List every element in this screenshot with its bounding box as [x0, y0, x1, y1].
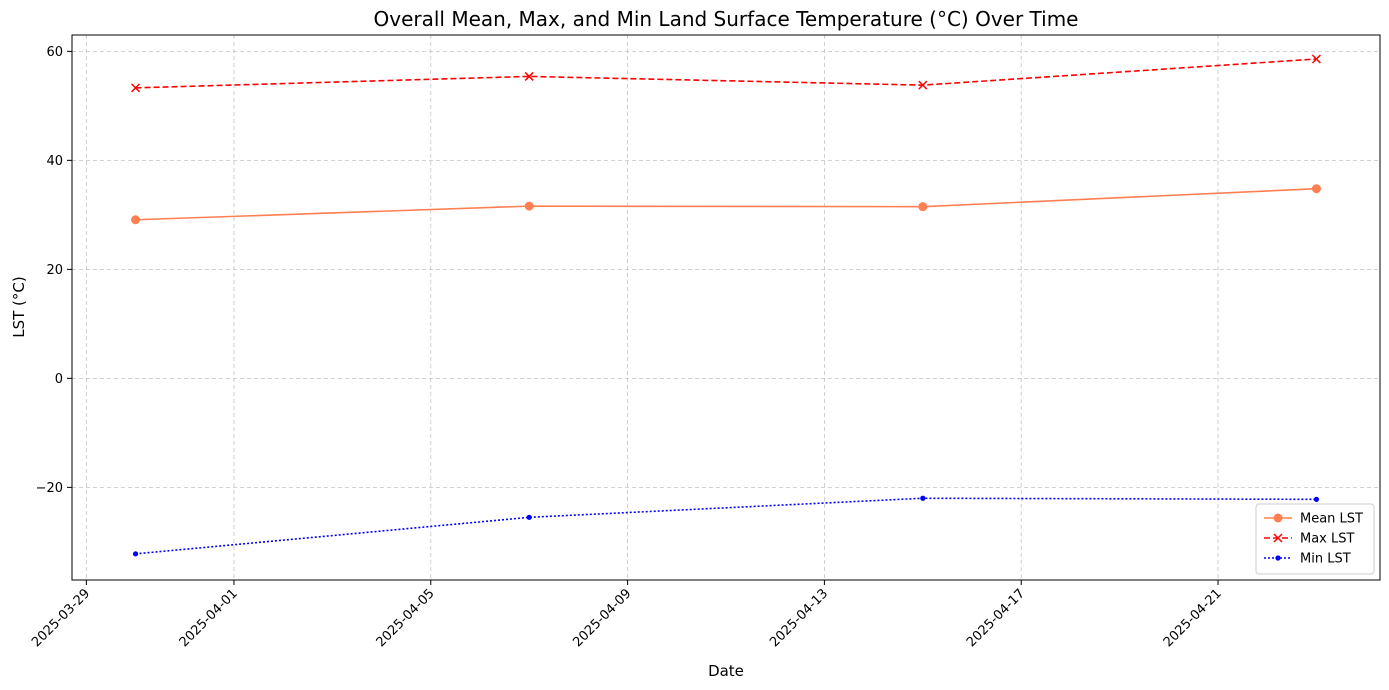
mean-lst-series	[131, 184, 1321, 225]
max-lst-point	[524, 71, 534, 81]
mean-lst-point	[131, 215, 141, 225]
legend-label: Mean LST	[1300, 512, 1363, 527]
y-tick-label: 60	[46, 45, 63, 60]
legend-swatch-marker	[1275, 555, 1281, 561]
min-lst-series	[132, 495, 1320, 557]
max-lst-point-stroke	[1311, 54, 1321, 64]
x-axis-title: Date	[708, 662, 744, 680]
legend-item-min-lst: Min LST	[1264, 552, 1351, 567]
series-layer	[131, 54, 1321, 557]
y-tick-label: 20	[46, 263, 63, 278]
legend: Mean LST Max LST Min LST	[1255, 503, 1375, 575]
max-lst-point-stroke	[918, 80, 928, 90]
y-tick-label: −20	[36, 481, 63, 496]
plot-frame	[71, 34, 1381, 581]
y-axis-title: LST (°C)	[10, 276, 28, 338]
mean-lst-line	[135, 187, 1317, 221]
legend-label: Max LST	[1300, 532, 1355, 547]
legend-swatch-marker	[1273, 513, 1283, 523]
min-lst-point	[920, 495, 926, 501]
y-tick-label: 0	[55, 372, 63, 387]
min-lst-point	[526, 514, 532, 520]
max-lst-point	[1311, 54, 1321, 64]
mean-lst-point	[524, 201, 534, 211]
grid	[72, 35, 1380, 580]
legend-item-max-lst: Max LST	[1264, 532, 1355, 547]
max-lst-point-stroke	[524, 71, 534, 81]
mean-lst-point	[918, 202, 928, 212]
max-lst-point	[918, 80, 928, 90]
legend-label: Min LST	[1300, 552, 1351, 567]
min-lst-point	[132, 551, 139, 557]
legend-item-mean-lst: Mean LST	[1264, 512, 1363, 527]
max-lst-line	[135, 58, 1317, 89]
max-lst-series	[131, 54, 1321, 93]
legend-swatch-marker-stroke	[1273, 533, 1283, 543]
min-lst-point	[1313, 496, 1320, 502]
legend-box	[1255, 503, 1375, 575]
chart-title: Overall Mean, Max, and Min Land Surface …	[374, 7, 1079, 31]
max-lst-point	[131, 83, 141, 93]
max-lst-point-stroke	[131, 83, 141, 93]
y-tick-label: 40	[46, 154, 63, 169]
mean-lst-point	[1311, 184, 1321, 194]
legend-swatch-marker	[1273, 533, 1283, 543]
min-lst-line	[135, 497, 1317, 555]
